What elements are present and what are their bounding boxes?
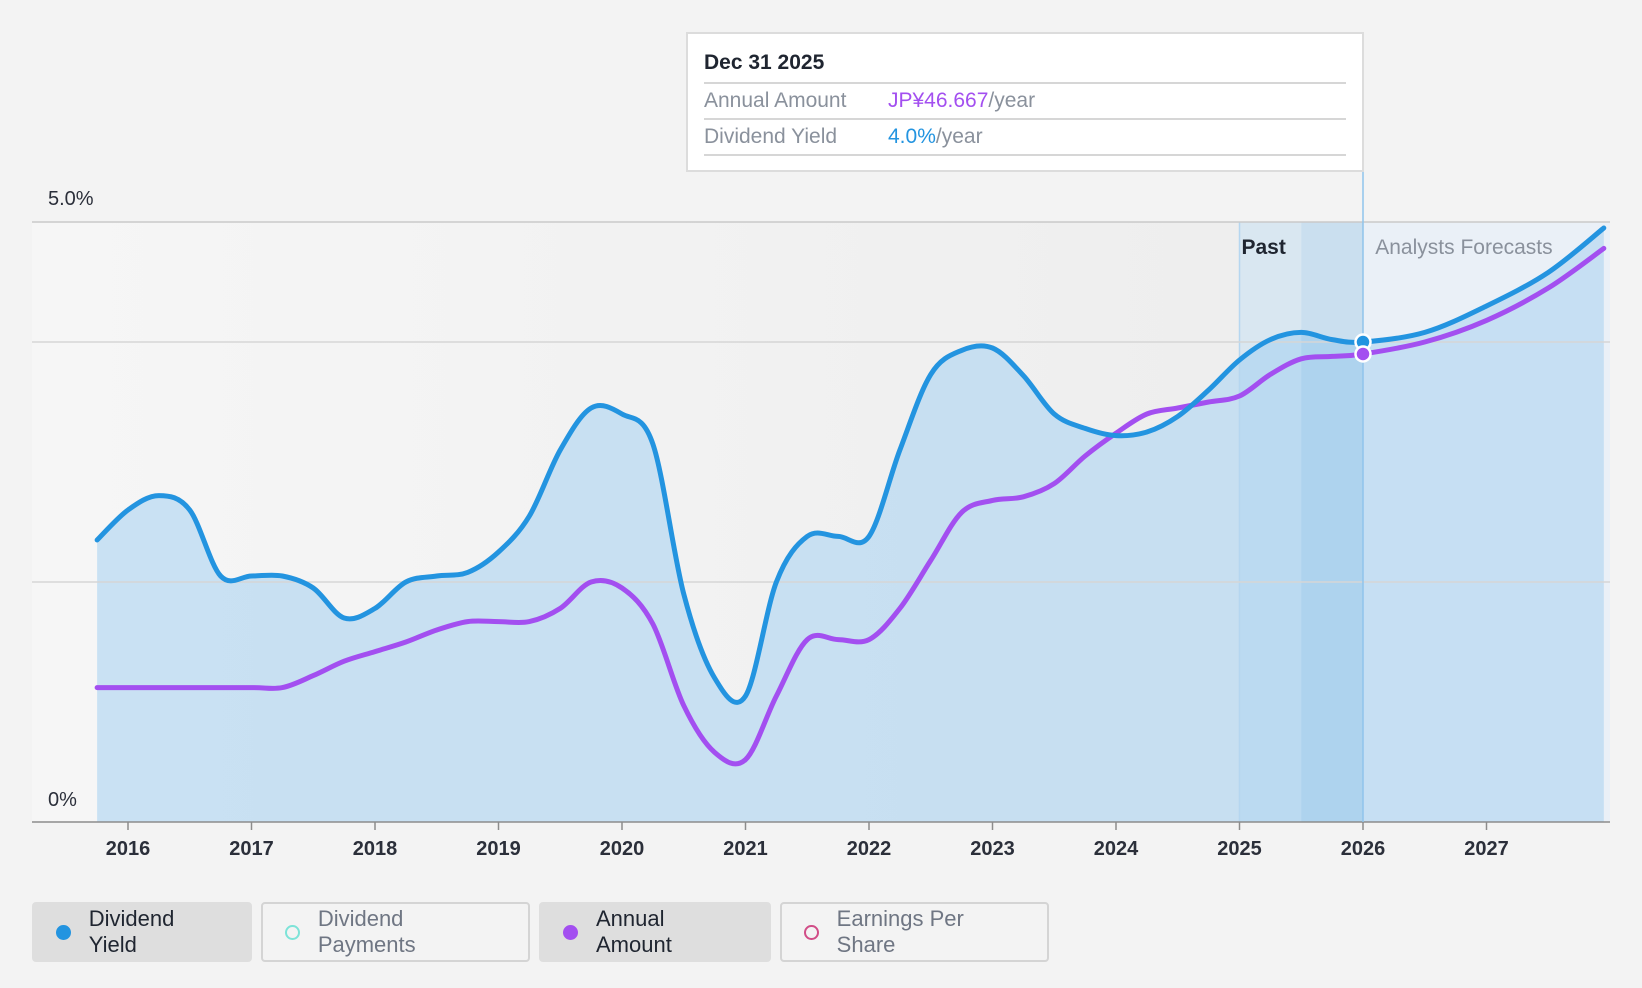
dividend-yield-line <box>94 225 1607 705</box>
y-axis-min-label: 0% <box>48 789 77 811</box>
tooltip-annual-amount-unit: /year <box>988 89 1036 112</box>
x-tick-label: 2026 <box>1341 838 1386 860</box>
analysts-forecasts-label: Analysts Forecasts <box>1375 236 1552 259</box>
past-label: Past <box>1242 236 1286 259</box>
x-tick-label: 2023 <box>970 838 1015 860</box>
annual-amount-marker <box>1354 345 1372 363</box>
tooltip-dividend-yield-label: Dividend Yield <box>704 125 838 148</box>
past-band <box>1239 222 1302 822</box>
x-tick-label: 2019 <box>476 838 521 860</box>
tooltip-dividend-yield-unit: /year <box>935 125 983 148</box>
y-axis-max-label: 5.0% <box>48 188 94 210</box>
tooltip-annual-amount-value: JP¥46.667 <box>888 89 989 112</box>
tooltip-dividend-yield-value: 4.0% <box>888 125 936 148</box>
x-tick-label: 2022 <box>847 838 892 860</box>
forecast-band <box>1301 222 1363 822</box>
tooltip-date: Dec 31 2025 <box>704 48 1346 84</box>
legend-dividend-yield-button[interactable]: Dividend Yield <box>32 902 252 962</box>
legend-dividend-payments-label: Dividend Payments <box>317 906 416 957</box>
dividend-yield-area <box>97 228 1604 822</box>
x-tick-label: 2020 <box>600 838 645 860</box>
chart-legend: Dividend Yield Dividend Payments Annual … <box>32 902 1049 962</box>
annual-amount-line <box>94 245 1607 767</box>
annual-amount-dot-icon <box>563 924 578 940</box>
x-tick-label: 2017 <box>229 838 274 860</box>
x-tick-label: 2027 <box>1464 838 1509 860</box>
dividend-payments-ring-icon <box>285 924 300 940</box>
x-tick-label: 2016 <box>106 838 151 860</box>
dividend-yield-dot-icon <box>56 924 71 940</box>
legend-earnings-per-share-label: Earnings Per Share <box>836 906 964 957</box>
x-tick-label: 2018 <box>353 838 398 860</box>
chart-tooltip: Dec 31 2025 Annual Amount JP¥46.667 /yea… <box>686 32 1364 172</box>
tooltip-row-annual-amount: Annual Amount JP¥46.667 /year <box>704 84 1346 120</box>
x-tick-label: 2024 <box>1094 838 1139 860</box>
x-tick-label: 2025 <box>1217 838 1262 860</box>
tooltip-row-dividend-yield: Dividend Yield 4.0% /year <box>704 120 1346 156</box>
legend-annual-amount-label: Annual Amount <box>595 906 672 957</box>
earnings-per-share-ring-icon <box>804 924 819 940</box>
legend-annual-amount-button[interactable]: Annual Amount <box>539 902 771 962</box>
legend-dividend-payments-button[interactable]: Dividend Payments <box>261 902 530 962</box>
legend-earnings-per-share-button[interactable]: Earnings Per Share <box>780 902 1049 962</box>
tooltip-annual-amount-label: Annual Amount <box>704 89 847 112</box>
legend-dividend-yield-label: Dividend Yield <box>88 906 175 957</box>
x-tick-label: 2021 <box>723 838 768 860</box>
